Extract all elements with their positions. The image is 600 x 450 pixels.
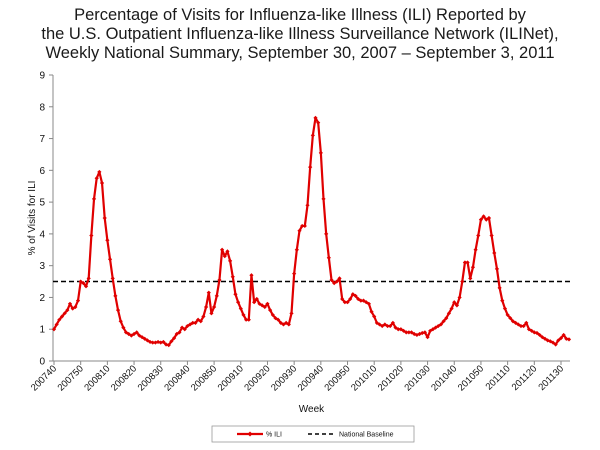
ili-data-point — [492, 251, 496, 255]
y-tick-label: 1 — [39, 325, 45, 336]
ili-data-point — [319, 151, 323, 155]
x-tick-label: 201130 — [536, 363, 566, 393]
x-tick-label: 200750 — [56, 363, 86, 393]
x-tick-label: 200820 — [109, 363, 139, 393]
y-tick-label: 5 — [39, 198, 45, 209]
ili-data-point — [108, 257, 112, 261]
x-axis-ticks: 2007402007502008102008202008302008402008… — [29, 361, 566, 394]
x-tick-label: 201110 — [484, 363, 513, 392]
ili-series-line — [54, 118, 569, 345]
y-axis-label: % of Visits for ILI — [27, 181, 38, 256]
x-tick-label: 201030 — [403, 363, 433, 393]
y-tick-label: 2 — [39, 293, 45, 304]
x-tick-label: 200740 — [29, 363, 59, 393]
x-tick-label: 200830 — [136, 363, 166, 393]
ili-data-point — [476, 233, 480, 237]
ili-data-point — [490, 233, 494, 237]
x-tick-label: 201050 — [456, 363, 486, 393]
ili-data-point — [103, 216, 107, 220]
ili-data-point — [111, 276, 115, 280]
ili-data-point — [89, 233, 93, 237]
ili-data-point — [311, 133, 315, 137]
ili-data-point — [498, 286, 502, 290]
y-tick-label: 9 — [39, 71, 45, 82]
x-tick-label: 200950 — [322, 363, 352, 393]
ili-data-point — [231, 275, 235, 279]
chart-legend: % ILI National Baseline — [212, 426, 414, 442]
y-tick-label: 3 — [39, 261, 45, 272]
ili-data-point — [292, 272, 296, 276]
ili-data-point — [105, 238, 109, 242]
x-tick-label: 200910 — [216, 363, 246, 393]
y-tick-label: 0 — [39, 357, 45, 368]
x-tick-label: 201040 — [429, 363, 459, 393]
ili-data-point — [474, 248, 478, 252]
legend-label-baseline: National Baseline — [339, 432, 394, 439]
ili-data-point — [249, 273, 253, 277]
x-tick-label: 200850 — [189, 363, 219, 393]
x-tick-label: 200930 — [269, 363, 299, 393]
y-tick-label: 6 — [39, 166, 45, 177]
x-tick-label: 201010 — [349, 363, 379, 393]
y-tick-label: 7 — [39, 134, 45, 145]
ili-data-point — [308, 165, 312, 169]
x-tick-label: 200940 — [296, 363, 326, 393]
ili-data-point — [466, 260, 470, 264]
ili-data-point — [92, 197, 96, 201]
x-tick-label: 200840 — [162, 363, 192, 393]
x-tick-label: 201120 — [510, 363, 540, 393]
x-tick-label: 201020 — [376, 363, 406, 393]
ili-data-point — [495, 267, 499, 271]
y-tick-label: 4 — [39, 229, 45, 240]
y-tick-label: 8 — [39, 102, 45, 113]
ili-data-point — [247, 318, 251, 322]
ili-data-point — [321, 197, 325, 201]
ili-data-point — [295, 248, 299, 252]
ili-data-point — [303, 224, 307, 228]
ili-data-point — [460, 279, 464, 283]
x-axis-label: Week — [299, 404, 325, 415]
x-tick-label: 200920 — [242, 363, 272, 393]
chart-series — [52, 116, 571, 347]
ili-data-point — [113, 294, 117, 298]
chart-axes — [53, 75, 570, 361]
x-tick-label: 200810 — [82, 363, 112, 393]
ili-data-point — [207, 291, 211, 295]
ili-data-point — [305, 203, 309, 207]
ili-data-point — [327, 256, 331, 260]
ili-data-point — [324, 232, 328, 236]
y-axis-ticks: 0 1 2 3 4 5 6 7 8 9 — [39, 71, 53, 368]
legend-label-ili: % ILI — [266, 432, 282, 439]
